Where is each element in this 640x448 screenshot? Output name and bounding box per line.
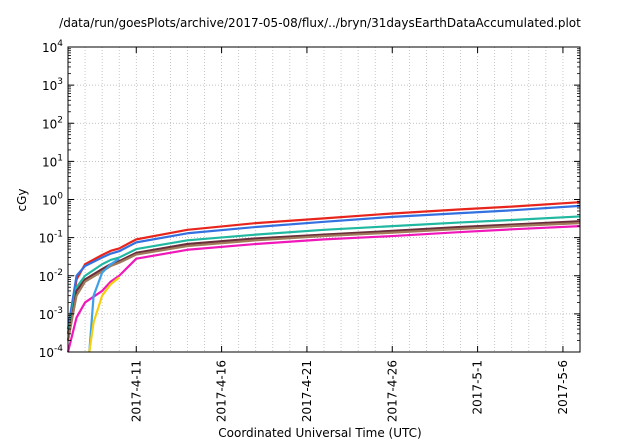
series-line-7 (88, 257, 120, 353)
x-axis-label: Coordinated Universal Time (UTC) (218, 426, 422, 440)
series-line-3 (66, 215, 581, 335)
x-ticks: 2017-4-11 2017-4-16 2017-4-21 2017-4-26 2017… (129, 47, 570, 422)
y-tick-label: 104 (42, 39, 63, 55)
y-tick-label: 102 (42, 115, 63, 131)
grid-lines (68, 47, 580, 352)
x-tick-label: 2017-5-1 (471, 360, 485, 414)
x-tick-label: 2017-4-11 (129, 360, 143, 422)
series-line-5 (66, 222, 581, 341)
series-line-4 (66, 220, 581, 341)
series-line-2 (66, 204, 581, 330)
y-ticks: 10-4 10-3 10-2 10-1 100 101 102 103 104 (39, 39, 580, 360)
y-tick-label: 10-3 (39, 306, 63, 322)
y-tick-label: 100 (42, 192, 63, 208)
x-tick-label: 2017-4-16 (215, 360, 229, 422)
y-tick-label: 101 (42, 153, 63, 169)
y-tick-label: 10-1 (39, 230, 63, 246)
x-tick-label: 2017-5-6 (556, 360, 570, 414)
series-lines (66, 201, 581, 353)
y-tick-label: 10-2 (39, 268, 63, 284)
x-tick-label: 2017-4-21 (300, 360, 314, 422)
series-line-8 (88, 276, 120, 353)
y-tick-label: 103 (42, 77, 63, 93)
series-line-1 (66, 201, 581, 334)
x-tick-label: 2017-4-26 (385, 360, 399, 422)
y-tick-label: 10-4 (39, 344, 64, 360)
chart-title: /data/run/goesPlots/archive/2017-05-08/f… (59, 16, 581, 30)
series-line-6 (66, 225, 581, 353)
